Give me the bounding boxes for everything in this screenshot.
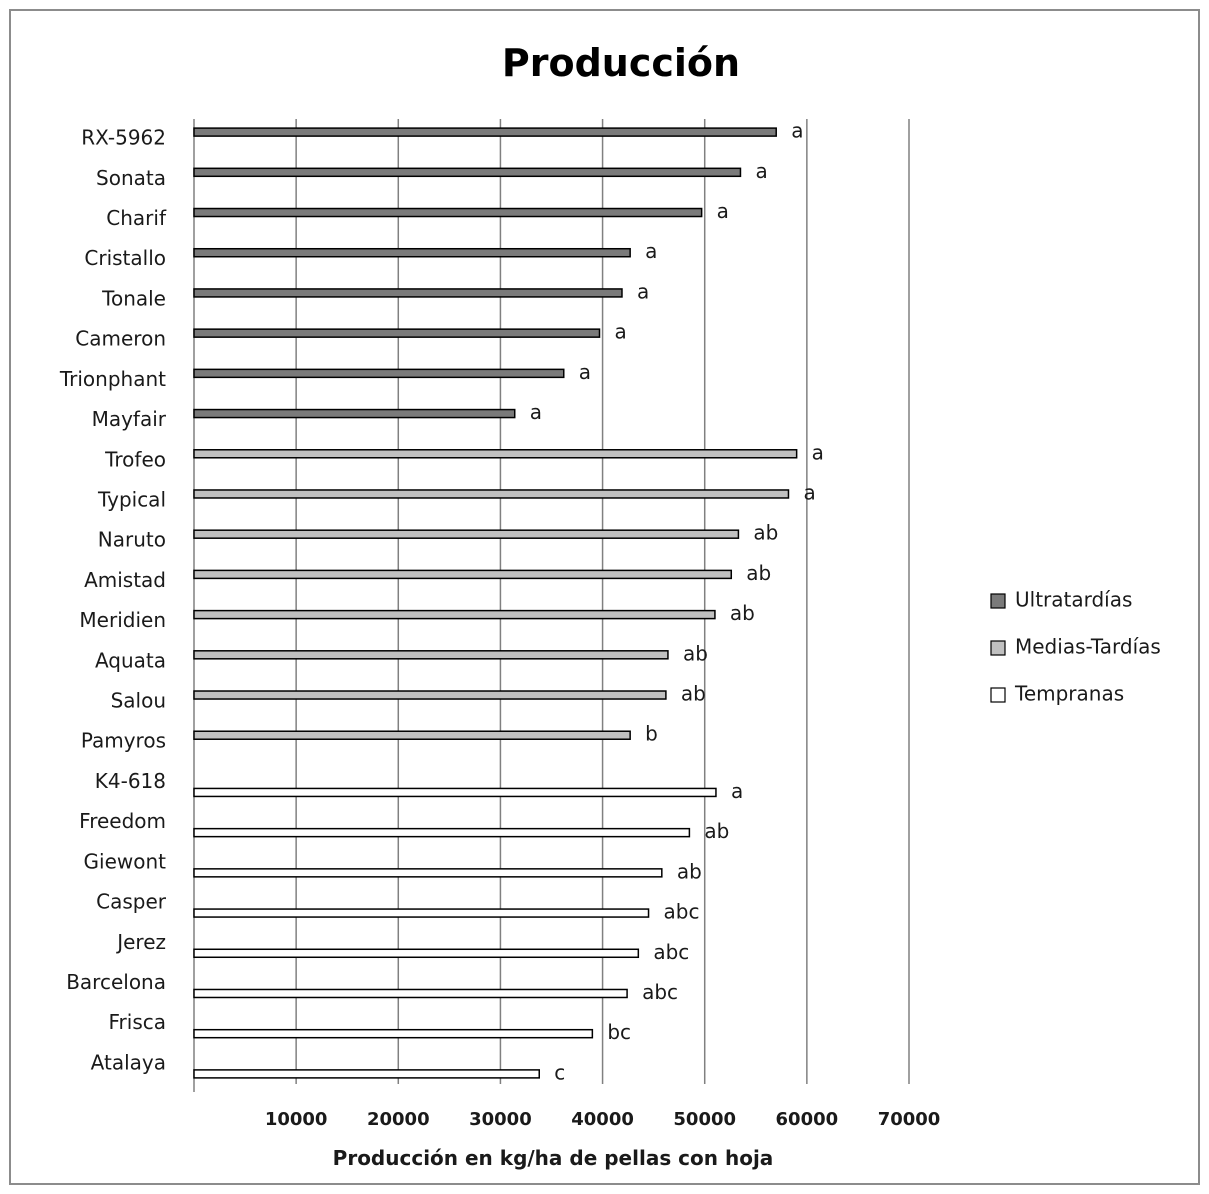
legend-label: Ultratardías	[1015, 588, 1132, 612]
bar-atalaya	[193, 1069, 540, 1079]
bar-giewont	[193, 868, 663, 878]
category-label: Frisca	[109, 1010, 167, 1034]
category-label: Amistad	[84, 568, 166, 592]
category-label: Sonata	[96, 166, 166, 190]
bar-aquata	[193, 650, 669, 660]
significance-label: a	[530, 400, 542, 424]
category-label: Cameron	[75, 327, 166, 351]
significance-label: a	[717, 199, 729, 223]
bar-frisca	[193, 1028, 594, 1039]
significance-label: abc	[642, 980, 678, 1004]
bar-charif	[193, 207, 703, 218]
bar-typical	[193, 489, 790, 499]
category-label: K4-618	[95, 769, 166, 793]
x-tick-label-10000: 10000	[265, 1109, 328, 1130]
significance-label: ab	[683, 641, 708, 665]
category-label: Charif	[106, 206, 167, 230]
category-label: Meridien	[79, 608, 166, 632]
category-label: Freedom	[79, 809, 166, 833]
significance-label: ab	[730, 601, 755, 625]
bar-amistad	[193, 569, 733, 580]
bar-naruto	[193, 529, 740, 539]
significance-label: c	[554, 1060, 565, 1084]
category-label: Mayfair	[92, 407, 167, 431]
bar-sonata	[193, 167, 742, 178]
bar-barcelona	[193, 988, 628, 999]
bar-jerez	[193, 948, 640, 959]
chart-title: Producción	[502, 41, 740, 85]
significance-label: a	[755, 159, 767, 183]
bar-freedom	[193, 827, 691, 838]
x-tick-label-30000: 30000	[469, 1109, 532, 1130]
significance-label: abc	[664, 900, 700, 924]
x-tick-label-50000: 50000	[673, 1109, 736, 1130]
x-tick-label-40000: 40000	[571, 1109, 634, 1130]
significance-label: a	[615, 320, 627, 344]
category-label: Pamyros	[81, 729, 166, 753]
bar-pamyros	[193, 730, 631, 740]
significance-label: a	[791, 119, 803, 143]
x-tick-labels: 10000 20000 30000 40000 50000 60000 70000	[265, 1109, 940, 1130]
category-label: Aquata	[95, 648, 166, 672]
significance-label: a	[579, 360, 591, 384]
bar-cameron	[193, 328, 601, 338]
legend-label: Medias-Tardías	[1015, 635, 1161, 659]
bar-rx-5962	[193, 127, 777, 137]
significance-label: ab	[746, 561, 771, 585]
significance-label: a	[645, 239, 657, 263]
category-label: Tonale	[101, 286, 166, 310]
significance-label: b	[645, 722, 658, 746]
category-labels: RX-5962 Sonata Charif Cristallo Tonale Camero…	[59, 126, 167, 1075]
significance-label: a	[731, 779, 743, 803]
significance-label: bc	[607, 1020, 631, 1044]
category-label: Trofeo	[104, 447, 166, 471]
significance-label: a	[803, 480, 815, 504]
legend-swatch	[990, 687, 1006, 703]
category-label: Jerez	[115, 930, 166, 954]
legend-label: Tempranas	[1014, 682, 1124, 706]
legend-swatch	[990, 593, 1006, 609]
bar-casper	[193, 908, 650, 918]
category-label: Barcelona	[66, 970, 166, 994]
category-label: Cristallo	[84, 246, 166, 270]
bar-meridien	[193, 609, 716, 620]
legend-swatch	[990, 640, 1006, 656]
bar-k4-618	[193, 787, 717, 798]
significance-label: ab	[681, 682, 706, 706]
x-tick-label-60000: 60000	[776, 1109, 839, 1130]
significance-label: ab	[677, 859, 702, 883]
bars	[193, 127, 798, 1079]
category-label: RX-5962	[81, 126, 166, 150]
gridlines	[193, 119, 910, 1092]
significance-label: abc	[653, 940, 689, 964]
significance-label: a	[637, 279, 649, 303]
category-label: Casper	[96, 890, 167, 914]
category-label: Atalaya	[91, 1050, 166, 1074]
significance-label: ab	[753, 521, 778, 545]
bar-tonale	[193, 288, 623, 298]
bar-mayfair	[193, 408, 516, 419]
production-bar-chart: Producción RX-5962 Sonata Charif Cristallo T…	[59, 41, 1161, 1170]
category-label: Typical	[97, 487, 166, 511]
x-tick-label-20000: 20000	[367, 1109, 430, 1130]
significance-label: a	[812, 440, 824, 464]
category-label: Salou	[111, 689, 166, 713]
chart-frame: Producción RX-5962 Sonata Charif Cristallo T…	[9, 9, 1200, 1185]
category-label: Giewont	[84, 849, 167, 873]
legend: Ultratardías Medias-Tardías Tempranas	[990, 588, 1161, 706]
significance-label: ab	[704, 819, 729, 843]
bar-trofeo	[193, 449, 798, 459]
x-axis-title: Producción en kg/ha de pellas con hoja	[333, 1146, 774, 1170]
category-label: Trionphant	[59, 367, 166, 391]
x-tick-label-70000: 70000	[878, 1109, 941, 1130]
bar-trionphant	[193, 368, 565, 379]
category-label: Naruto	[98, 528, 166, 552]
bar-cristallo	[193, 247, 631, 258]
bar-salou	[193, 690, 667, 700]
